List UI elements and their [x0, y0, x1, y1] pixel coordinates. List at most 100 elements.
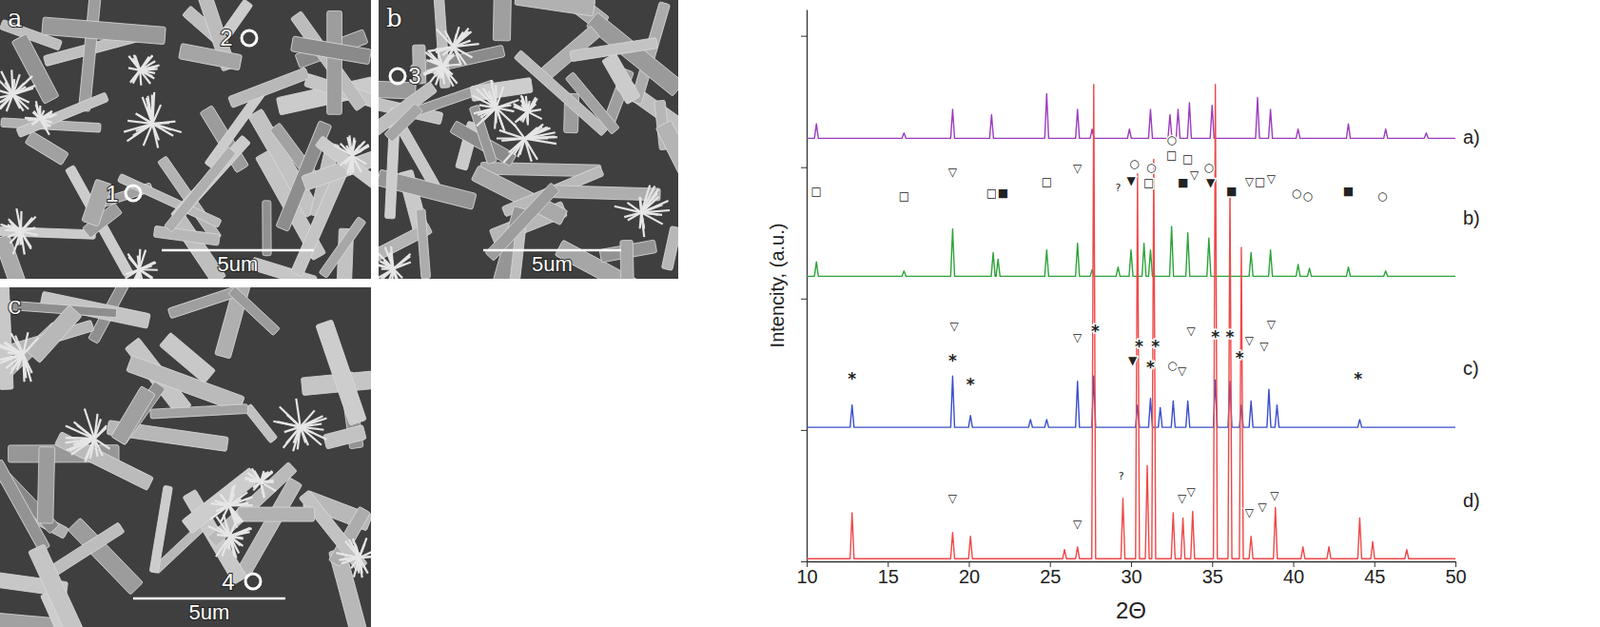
sem-spike — [338, 557, 359, 560]
phase-symbol: ? — [1118, 469, 1125, 483]
y-tick-mark — [800, 167, 807, 169]
sem-spike — [138, 250, 146, 271]
sem-spike — [436, 29, 453, 47]
sem-spike — [128, 56, 140, 71]
sem-spike — [94, 438, 110, 449]
series-label: d) — [1463, 489, 1481, 511]
sem-rod — [11, 34, 59, 105]
sem-spike — [210, 505, 230, 520]
phase-symbol: ▽ — [1257, 500, 1268, 514]
sem-rod — [661, 226, 679, 272]
phase-symbol: * — [1151, 336, 1160, 356]
sem-rod — [318, 216, 367, 279]
phase-symbol: ○ — [1129, 156, 1139, 171]
chart: 1015202530354045502ΘIntencity, (a.u.)a)b… — [766, 10, 1481, 625]
sem-spike — [453, 46, 467, 65]
sem-spike — [300, 418, 328, 428]
sem-rod — [228, 287, 280, 336]
y-tick-mark — [800, 561, 807, 563]
sem-spike — [353, 557, 360, 577]
sem-spike — [39, 111, 53, 119]
sem-spike — [152, 123, 172, 130]
sem-spike — [252, 468, 261, 482]
sem-rod — [602, 53, 642, 105]
sem-rod — [243, 403, 278, 443]
scale-bar-label: 5um — [189, 600, 231, 625]
x-tick: 10 — [796, 561, 818, 587]
sem-rod — [49, 522, 125, 577]
phase-symbol: * — [948, 351, 957, 371]
sem-spike — [435, 65, 443, 85]
sem-spike — [513, 123, 525, 138]
x-tick: 40 — [1283, 561, 1305, 587]
sem-spike — [496, 107, 515, 112]
sem-spike — [215, 501, 229, 507]
phase-symbol: * — [1146, 357, 1155, 377]
phase-symbol: ▽ — [1073, 161, 1083, 176]
sem-spike — [20, 231, 38, 235]
phase-symbol: ▽ — [1177, 364, 1188, 378]
x-tick-label: 50 — [1444, 565, 1466, 587]
x-tick: 50 — [1444, 561, 1466, 587]
phase-symbol: □ — [986, 186, 997, 200]
phase-symbol: □ — [1041, 175, 1053, 189]
sem-rod — [655, 119, 679, 180]
sem-spike — [641, 212, 664, 224]
sem-spike — [496, 136, 526, 139]
sem-rod — [164, 146, 236, 233]
y-tick — [800, 167, 807, 169]
x-tick-label: 10 — [796, 565, 818, 587]
phase-symbol: * — [847, 369, 857, 389]
sem-spike — [425, 52, 443, 67]
scale-bar-label: 5um — [531, 252, 573, 276]
sem-rod — [111, 386, 157, 446]
sem-spike — [39, 107, 42, 119]
phase-symbol: * — [1134, 336, 1144, 356]
y-tick-mark — [800, 429, 807, 431]
sem-spike — [0, 224, 21, 232]
phase-symbol: * — [1353, 369, 1363, 389]
series-label: b) — [1463, 207, 1481, 229]
x-tick-label: 15 — [878, 565, 899, 587]
x-tick: 45 — [1364, 561, 1386, 587]
sem-spike — [639, 197, 643, 214]
sem-background — [378, 0, 679, 279]
sem-rod — [323, 425, 367, 449]
sem-spike — [260, 470, 273, 483]
sem-spike — [13, 76, 33, 96]
sem-spike — [139, 66, 158, 71]
panel-letter: a — [7, 3, 23, 33]
sem-spike — [345, 155, 352, 165]
sem-spike — [11, 69, 13, 95]
figure: a215umb35umc45um1015202530354045502ΘInte… — [0, 0, 1600, 627]
sem-spike — [385, 247, 394, 270]
sem-spike — [0, 94, 14, 109]
sem-rod — [291, 36, 371, 65]
sem-rod — [315, 319, 367, 426]
sem-spike — [624, 212, 642, 217]
sem-spike — [517, 138, 525, 157]
scale-bar — [133, 597, 286, 601]
sem-rod — [28, 544, 93, 627]
phase-symbol: ▽ — [1267, 172, 1277, 186]
sem-spike — [127, 253, 139, 271]
sem-spike — [135, 55, 140, 70]
phase-symbol: □ — [1166, 148, 1177, 162]
sem-spike — [22, 354, 26, 379]
sem-spike — [0, 94, 14, 110]
plot-lines — [806, 84, 1456, 560]
sem-spike — [2, 354, 24, 360]
phase-symbol: ■ — [1343, 184, 1354, 198]
sem-spike — [215, 536, 231, 558]
sem-spike — [10, 332, 23, 354]
x-axis-title: 2Θ — [1115, 597, 1147, 624]
sem-spike — [208, 526, 231, 537]
series-line — [806, 84, 1456, 560]
phase-symbol: ○ — [1377, 189, 1387, 203]
x-tick: 15 — [878, 561, 899, 587]
sem-spike — [260, 481, 264, 498]
sem-rod — [16, 92, 109, 138]
marker-circle — [390, 68, 406, 84]
sem-rod — [552, 185, 662, 201]
sem-spike — [9, 231, 21, 243]
